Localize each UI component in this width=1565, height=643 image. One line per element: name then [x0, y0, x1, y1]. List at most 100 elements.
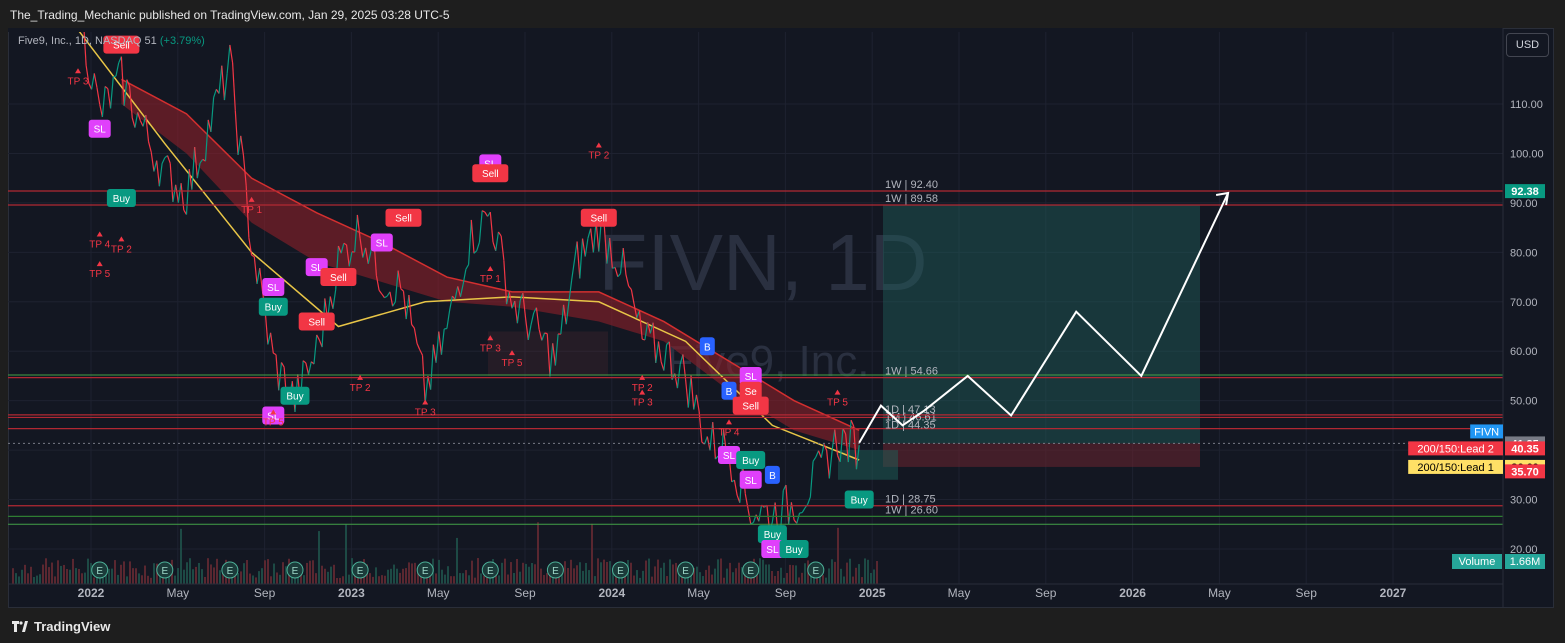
price-segment: [405, 294, 410, 320]
volume-bar: [384, 575, 386, 584]
currency-button[interactable]: USD: [1506, 33, 1549, 57]
price-segment: [259, 268, 264, 292]
top-bar: The_Trading_Mechanic published on Tradin…: [0, 0, 1565, 28]
price-segment: [440, 328, 445, 355]
volume-bar: [207, 558, 209, 584]
volume-bar: [390, 568, 392, 584]
x-tick-label: May: [1208, 586, 1231, 600]
price-segment: [378, 289, 383, 295]
volume-bar: [609, 561, 611, 584]
signal-buy-marker: [736, 451, 766, 469]
volume-bar: [501, 562, 503, 584]
tp-arrow-icon: [487, 266, 494, 272]
y-tick-label: 60.00: [1510, 346, 1538, 358]
price-segment: [210, 97, 215, 132]
tp-label: TP 2: [588, 150, 609, 161]
volume-bar: [762, 559, 764, 584]
volume-bar: [285, 566, 287, 584]
tp-arrow-icon: [509, 350, 515, 356]
volume-bar: [198, 562, 200, 584]
price-segment: [619, 248, 624, 274]
y-tick-label: 100.00: [1510, 148, 1544, 160]
volume-bar: [255, 577, 257, 584]
volume-bar: [480, 573, 482, 584]
price-segment: [115, 62, 120, 77]
signal-buy-marker: [258, 297, 288, 316]
volume-bar: [438, 559, 440, 584]
price-segment: [565, 301, 570, 325]
price-tag-box: [1505, 464, 1545, 479]
tp-arrow-icon: [595, 142, 602, 148]
price-segment: [505, 291, 510, 305]
x-tick-label: May: [166, 586, 189, 600]
volume-bar: [327, 571, 329, 584]
volume-bar: [114, 560, 116, 584]
tp-label: TP 2: [111, 244, 132, 255]
price-segment: [207, 119, 212, 133]
series-tag-label: 200/150:Lead 1: [1417, 462, 1493, 474]
level-label: 1W | 54.66: [885, 366, 938, 378]
price-segment: [853, 426, 858, 470]
price-segment: [500, 235, 505, 261]
volume-bar: [546, 573, 548, 584]
price-segment: [221, 65, 226, 101]
volume-bar: [468, 575, 470, 584]
target-zones: [488, 204, 1200, 480]
price-segment: [733, 479, 738, 496]
volume-bar: [510, 562, 512, 584]
signal-sell-label: Sell: [742, 402, 759, 413]
volume-bar: [156, 563, 158, 584]
volume-bar: [321, 565, 323, 584]
signal-sl-label: SL: [723, 451, 736, 462]
price-segment: [514, 300, 519, 324]
volume-bar: [792, 565, 794, 584]
price-segment: [576, 241, 581, 279]
price-segment: [416, 343, 421, 351]
volume-bar: [693, 567, 695, 584]
tp-arrow-icon: [118, 236, 125, 242]
volume-bar: [27, 573, 29, 584]
earnings-label: E: [747, 566, 754, 577]
target-zone: [883, 204, 1200, 444]
volume-bar: [123, 561, 125, 584]
volume-bar: [48, 567, 50, 584]
volume-bar: [318, 531, 320, 584]
price-segment: [161, 157, 166, 164]
signal-buy-marker: [106, 188, 136, 207]
volume-bar: [426, 577, 428, 584]
price-segment: [676, 364, 681, 389]
volume-bar: [417, 572, 419, 584]
signal-buy-label: Buy: [113, 194, 130, 205]
price-segment: [275, 354, 280, 391]
volume-bar: [180, 528, 182, 584]
price-segment: [264, 310, 269, 345]
volume-bar: [399, 572, 401, 584]
price-segment: [560, 304, 565, 335]
volume-bar: [396, 568, 398, 584]
earnings-label: E: [682, 566, 689, 577]
volume-bar: [777, 570, 779, 584]
volume-bar: [435, 573, 437, 584]
price-segment: [847, 420, 852, 463]
price-segment: [690, 375, 695, 410]
volume-bar: [216, 558, 218, 584]
volume-bar: [213, 567, 215, 584]
y-tick-label: 80.00: [1510, 247, 1538, 259]
volume-bar: [21, 569, 23, 584]
volume-bar: [567, 567, 569, 584]
price-segment: [381, 293, 386, 299]
chart-canvas[interactable]: FIVN, 1D Five9, Inc. E E E E E E E E E E E E 1W | 9…: [8, 28, 1554, 608]
volume-bar: [303, 575, 305, 584]
volume-bar: [861, 577, 863, 584]
price-segment: [457, 286, 462, 297]
price-segment: [337, 245, 342, 254]
price-segment: [226, 44, 231, 74]
top-mask: [8, 28, 1503, 32]
price-segment: [107, 88, 112, 109]
price-segment: [606, 237, 611, 264]
price-segment: [652, 322, 657, 363]
volume-bar: [150, 577, 152, 584]
volume-bar: [450, 576, 452, 584]
volume-bar: [708, 565, 710, 584]
price-segment: [625, 274, 630, 287]
